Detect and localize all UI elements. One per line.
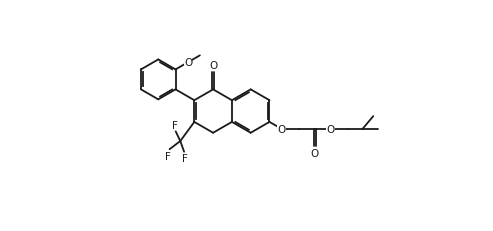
Text: O: O: [311, 149, 319, 158]
Text: F: F: [172, 120, 177, 130]
Text: O: O: [278, 124, 286, 134]
Text: F: F: [182, 154, 188, 164]
Text: O: O: [184, 58, 192, 68]
Text: O: O: [209, 61, 217, 70]
Text: O: O: [326, 124, 335, 134]
Text: F: F: [165, 151, 171, 161]
